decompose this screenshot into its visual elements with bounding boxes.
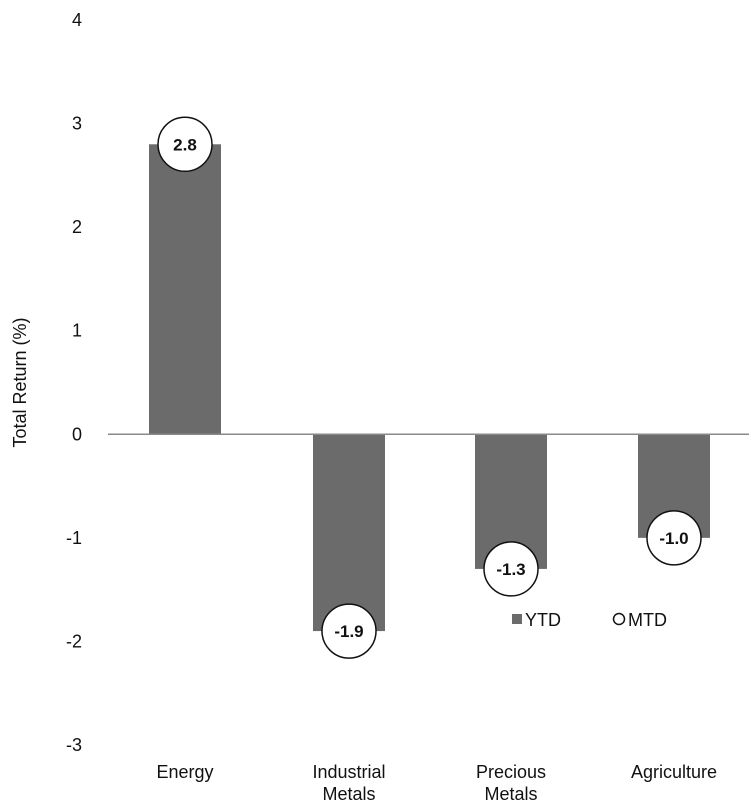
marker-mtd: [646, 510, 702, 566]
x-tick-label: Metals: [322, 784, 375, 804]
data-label: -1.9: [334, 622, 363, 641]
legend-swatch-ytd: [512, 614, 522, 624]
y-tick-label: -1: [66, 528, 82, 548]
legend-swatch-mtd: [612, 612, 626, 626]
legend-label-mtd: MTD: [628, 610, 667, 630]
x-tick-label: Precious: [476, 762, 546, 782]
data-label: -1.0: [659, 529, 688, 548]
y-tick-label: -3: [66, 735, 82, 755]
legend-label-ytd: YTD: [525, 610, 561, 630]
x-tick-label: Metals: [484, 784, 537, 804]
y-axis-title: Total Return (%): [10, 317, 30, 447]
bar-ytd: [313, 434, 385, 632]
y-tick-label: 4: [72, 10, 82, 30]
x-tick-label: Energy: [156, 762, 213, 782]
marker-mtd: [157, 116, 213, 173]
y-tick-label: -2: [66, 631, 82, 651]
marker-mtd: [483, 541, 539, 597]
y-tick-label: 1: [72, 321, 82, 341]
y-tick-label: 3: [72, 114, 82, 134]
data-label: -1.3: [496, 560, 525, 579]
y-tick-label: 0: [72, 424, 82, 444]
bar-ytd: [149, 144, 221, 435]
y-tick-label: 2: [72, 217, 82, 237]
x-tick-label: Industrial: [312, 762, 385, 782]
data-label: 2.8: [173, 135, 197, 154]
marker-mtd: [321, 603, 377, 659]
x-tick-label: Agriculture: [631, 762, 717, 782]
